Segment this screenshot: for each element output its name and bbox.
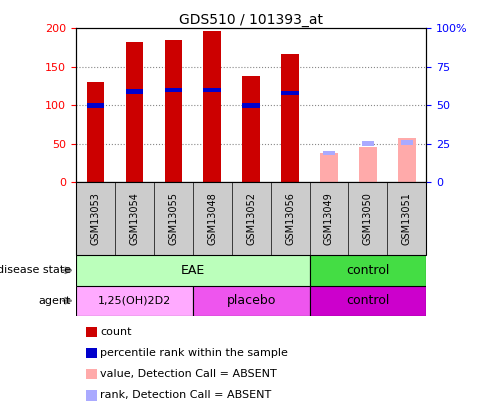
Text: control: control <box>346 294 390 307</box>
Text: control: control <box>346 264 390 277</box>
Bar <box>243 103 260 108</box>
Bar <box>87 103 104 108</box>
Bar <box>401 140 413 145</box>
Title: GDS510 / 101393_at: GDS510 / 101393_at <box>179 13 323 27</box>
Bar <box>76 286 193 316</box>
Bar <box>165 87 182 92</box>
Text: GSM13049: GSM13049 <box>324 192 334 245</box>
Bar <box>320 153 338 182</box>
Bar <box>398 138 416 182</box>
Text: GSM13053: GSM13053 <box>91 192 100 245</box>
Bar <box>310 255 426 286</box>
Text: count: count <box>100 327 132 337</box>
Text: GSM13054: GSM13054 <box>129 192 139 245</box>
Bar <box>165 40 182 182</box>
Text: GSM13051: GSM13051 <box>402 192 412 245</box>
Bar <box>323 151 335 155</box>
Bar <box>281 54 299 182</box>
Bar <box>193 286 310 316</box>
Text: agent: agent <box>39 296 71 306</box>
Bar <box>87 82 104 182</box>
Text: GSM13055: GSM13055 <box>168 192 178 245</box>
Text: GSM13050: GSM13050 <box>363 192 373 245</box>
Text: value, Detection Call = ABSENT: value, Detection Call = ABSENT <box>100 369 277 379</box>
Bar <box>362 141 373 146</box>
Text: EAE: EAE <box>181 264 205 277</box>
Bar <box>125 89 143 94</box>
Bar <box>203 32 221 182</box>
Text: GSM13048: GSM13048 <box>207 192 217 245</box>
Text: GSM13052: GSM13052 <box>246 192 256 245</box>
Bar <box>203 87 221 92</box>
Bar <box>76 255 310 286</box>
Bar <box>310 286 426 316</box>
Bar <box>281 91 299 95</box>
Text: disease state: disease state <box>0 265 71 275</box>
Text: percentile rank within the sample: percentile rank within the sample <box>100 348 288 358</box>
Bar <box>359 147 377 182</box>
Text: rank, Detection Call = ABSENT: rank, Detection Call = ABSENT <box>100 390 271 400</box>
Bar <box>125 42 143 182</box>
Text: 1,25(OH)2D2: 1,25(OH)2D2 <box>98 296 171 306</box>
Bar <box>243 76 260 182</box>
Text: placebo: placebo <box>226 294 276 307</box>
Text: GSM13056: GSM13056 <box>285 192 295 245</box>
